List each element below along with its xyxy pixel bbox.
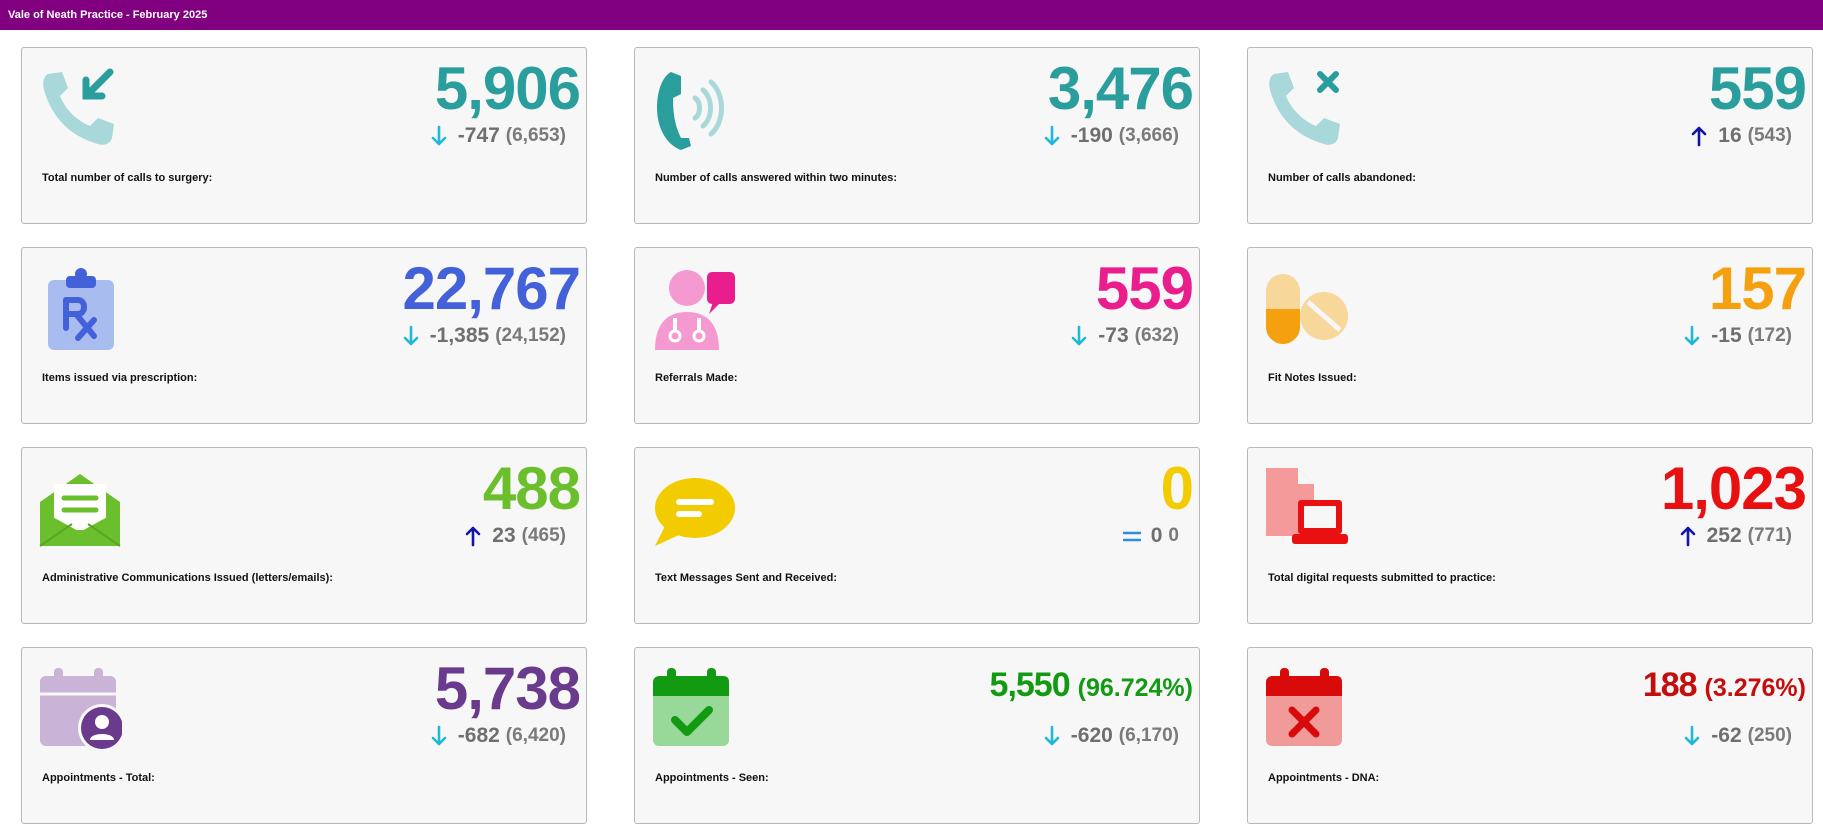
kpi-card-admin-comms: 488 23 (465) Administrative Communicatio… [21,447,587,624]
kpi-value: 1,023 [1660,455,1807,522]
calendar-check-icon [651,666,735,750]
kpi-label: Number of calls abandoned: [1268,172,1416,184]
kpi-value: 559 [1095,255,1194,322]
kpi-label: Total number of calls to surgery: [42,172,213,184]
kpi-previous: (6,653) [505,125,566,146]
arrow-down-icon [1684,725,1700,746]
kpi-card-appointments-total: 5,738 -682 (6,420) Appointments - Total: [21,647,587,824]
kpi-delta: -15 [1711,324,1742,347]
kpi-card-text-messages: 0 0 0 Text Messages Sent and Received: [634,447,1200,624]
kpi-delta: -190 [1070,124,1113,147]
kpi-percentage: (3.276%) [1704,674,1806,702]
phone-ringing-icon [651,66,735,150]
arrow-down-icon [1044,725,1060,746]
kpi-label: Appointments - Total: [42,772,155,784]
kpi-previous: (3,666) [1118,125,1179,146]
kpi-previous: (6,170) [1118,725,1179,746]
arrow-down-icon [431,725,447,746]
kpi-label: Fit Notes Issued: [1268,372,1357,384]
kpi-label: Text Messages Sent and Received: [655,572,837,584]
kpi-previous: (172) [1747,325,1792,346]
arrow-up-icon [1680,526,1695,547]
kpi-value: 5,550 [989,666,1071,704]
kpi-card-calls-abandoned: 559 16 (543) Number of calls abandoned: [1247,47,1813,224]
laptop-document-icon [1264,466,1348,550]
kpi-card-appointments-seen: 5,550 (96.724%) -620 (6,170) Appointments… [634,647,1200,824]
kpi-previous: (24,152) [495,325,566,346]
kpi-label: Number of calls answered within two minu… [655,172,898,184]
kpi-value: 5,738 [434,655,581,722]
kpi-card-prescriptions: 22,767 -1,385 (24,152) Items issued via … [21,247,587,424]
kpi-value: 3,476 [1047,55,1194,122]
kpi-delta: -620 [1070,724,1113,747]
kpi-previous: (465) [521,525,566,546]
arrow-down-icon [1071,325,1087,346]
kpi-previous: 0 [1168,525,1179,546]
kpi-label: Total digital requests submitted to prac… [1268,572,1496,584]
kpi-delta: -747 [457,124,500,147]
envelope-open-icon [38,466,122,550]
kpi-card-fit-notes: 157 -15 (172) Fit Notes Issued: [1247,247,1813,424]
prescription-icon [38,266,122,350]
kpi-grid: 5,906 -747 (6,653) Total number of calls… [21,47,1813,824]
kpi-previous: (250) [1747,725,1792,746]
kpi-card-calls-answered: 3,476 -190 (3,666) Number of calls answe… [634,47,1200,224]
kpi-delta: 16 [1718,124,1742,147]
arrow-down-icon [1044,125,1060,146]
kpi-value: 488 [482,455,581,522]
kpi-delta: -62 [1711,724,1742,747]
calendar-x-icon [1264,666,1348,750]
kpi-label: Appointments - Seen: [655,772,769,784]
kpi-delta: -73 [1098,324,1129,347]
kpi-delta: 0 [1150,524,1163,547]
arrow-down-icon [1684,325,1700,346]
kpi-card-referrals: 559 -73 (632) Referrals Made: [634,247,1200,424]
phone-missed-icon [1264,66,1348,150]
pills-icon [1264,266,1348,350]
kpi-value: 188 [1642,666,1698,704]
kpi-delta: 23 [492,524,516,547]
doctor-chat-icon [651,266,735,350]
equals-icon [1122,531,1141,542]
page-title: Vale of Neath Practice - February 2025 [0,0,1823,30]
arrow-down-icon [431,125,447,146]
kpi-value: 22,767 [402,255,581,322]
kpi-percentage: (96.724%) [1077,674,1193,702]
kpi-previous: (6,420) [505,725,566,746]
kpi-card-digital-requests: 1,023 252 (771) Total digital requests s… [1247,447,1813,624]
message-bubble-icon [651,466,735,550]
kpi-label: Referrals Made: [655,372,738,384]
kpi-card-total-calls: 5,906 -747 (6,653) Total number of calls… [21,47,587,224]
kpi-delta: -1,385 [429,324,490,347]
phone-incoming-icon [38,66,122,150]
kpi-label: Administrative Communications Issued (le… [42,572,333,584]
calendar-user-icon [38,666,122,750]
kpi-label: Items issued via prescription: [42,372,198,384]
kpi-value: 0 [1160,455,1194,522]
kpi-previous: (632) [1134,325,1179,346]
kpi-previous: (771) [1747,525,1792,546]
arrow-up-icon [465,526,481,547]
kpi-card-appointments-dna: 188 (3.276%) -62 (250) Appointments - DNA… [1247,647,1813,824]
kpi-previous: (543) [1747,125,1792,146]
kpi-delta: -682 [457,724,500,747]
kpi-label: Appointments - DNA: [1268,772,1380,784]
kpi-value: 5,906 [434,55,581,122]
kpi-value: 157 [1708,255,1807,322]
kpi-delta: 252 [1706,524,1742,547]
arrow-up-icon [1691,126,1707,147]
kpi-value: 559 [1708,55,1807,122]
arrow-down-icon [403,325,418,346]
